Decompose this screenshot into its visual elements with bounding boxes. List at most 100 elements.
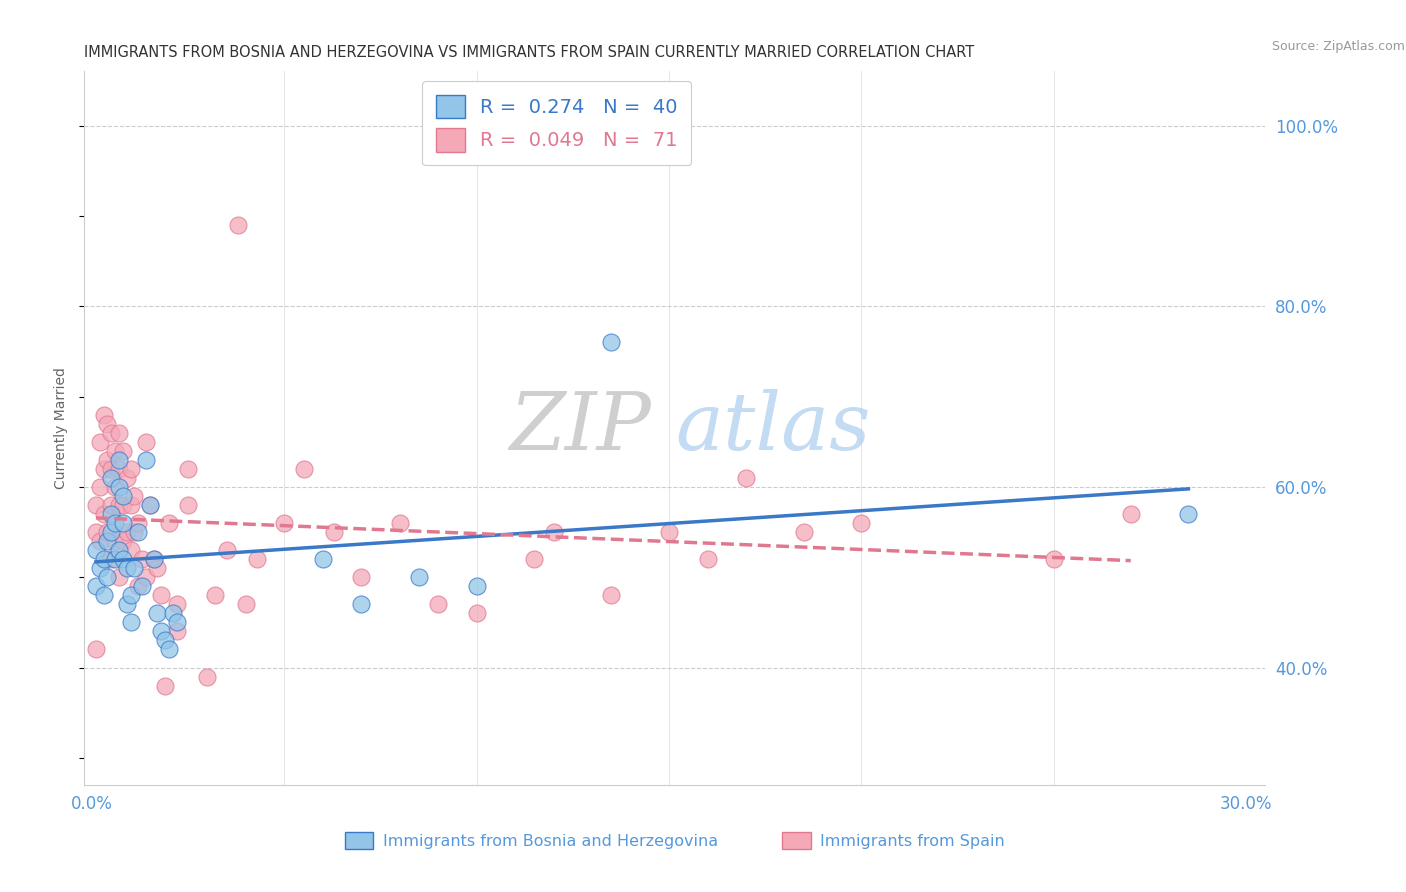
Point (104, 443, 127, 458)
Point (197, 669, 219, 683)
Point (157, 642, 180, 657)
Point (120, 498, 142, 512)
Point (115, 524, 138, 539)
Point (111, 498, 134, 512)
Point (166, 624, 188, 639)
Point (142, 552, 165, 566)
Point (1177, 507, 1199, 521)
Point (111, 489, 134, 503)
Point (135, 434, 157, 449)
Point (177, 498, 200, 512)
Point (100, 524, 122, 539)
Point (1119, 507, 1142, 521)
Point (600, 588, 623, 602)
Point (427, 597, 450, 611)
Point (735, 471, 758, 485)
Point (600, 335, 623, 350)
Text: ZIP: ZIP (509, 390, 651, 467)
Point (246, 552, 269, 566)
Point (100, 462, 122, 476)
Point (104, 480, 127, 494)
Point (96, 452, 118, 467)
Point (658, 524, 681, 539)
Point (292, 462, 315, 476)
Point (96, 417, 118, 431)
Point (139, 498, 162, 512)
Point (124, 561, 146, 575)
Point (124, 524, 146, 539)
Point (89, 561, 111, 575)
Point (157, 516, 180, 530)
Point (100, 471, 122, 485)
Point (1043, 552, 1066, 566)
Point (153, 679, 176, 693)
Point (100, 507, 122, 521)
Point (146, 561, 169, 575)
Point (166, 615, 188, 630)
Point (111, 534, 134, 549)
Point (150, 624, 173, 639)
Point (204, 588, 226, 602)
Point (226, 218, 249, 232)
Point (408, 570, 430, 584)
Point (115, 471, 138, 485)
Point (142, 552, 165, 566)
Point (108, 543, 131, 558)
Point (312, 552, 335, 566)
Point (120, 543, 142, 558)
Point (96, 534, 118, 549)
Point (177, 462, 200, 476)
Point (93, 588, 115, 602)
Point (127, 516, 149, 530)
Point (104, 534, 127, 549)
Point (84, 524, 107, 539)
Point (523, 552, 546, 566)
Point (100, 498, 122, 512)
Point (146, 607, 169, 621)
Point (84, 579, 107, 593)
Point (120, 615, 142, 630)
Point (100, 425, 122, 440)
Point (84, 642, 107, 657)
Point (120, 588, 142, 602)
Point (108, 452, 131, 467)
Point (465, 579, 488, 593)
Point (115, 597, 138, 611)
Point (543, 524, 565, 539)
Point (96, 570, 118, 584)
Point (235, 597, 257, 611)
Point (350, 597, 373, 611)
Point (135, 570, 157, 584)
Text: Source: ZipAtlas.com: Source: ZipAtlas.com (1272, 40, 1406, 54)
Point (153, 633, 176, 648)
Point (115, 561, 138, 575)
Point (93, 552, 115, 566)
Point (108, 570, 131, 584)
Point (111, 443, 134, 458)
Point (124, 489, 146, 503)
Point (139, 498, 162, 512)
Point (127, 524, 149, 539)
Point (100, 552, 122, 566)
Point (350, 570, 373, 584)
Point (323, 524, 346, 539)
Point (111, 552, 134, 566)
Point (120, 462, 142, 476)
Point (135, 452, 157, 467)
Point (696, 552, 718, 566)
Point (273, 516, 295, 530)
Point (166, 597, 188, 611)
Point (84, 498, 107, 512)
Point (465, 607, 488, 621)
Point (108, 425, 131, 440)
Point (89, 434, 111, 449)
Point (851, 516, 873, 530)
Point (108, 480, 131, 494)
Point (84, 543, 107, 558)
Point (96, 524, 118, 539)
Text: IMMIGRANTS FROM BOSNIA AND HERZEGOVINA VS IMMIGRANTS FROM SPAIN CURRENTLY MARRIE: IMMIGRANTS FROM BOSNIA AND HERZEGOVINA V… (84, 45, 974, 61)
Y-axis label: Currently Married: Currently Married (55, 368, 69, 489)
Legend: Immigrants from Bosnia and Herzegovina, Immigrants from Spain: Immigrants from Bosnia and Herzegovina, … (339, 825, 1011, 855)
Point (89, 480, 111, 494)
Point (93, 408, 115, 422)
